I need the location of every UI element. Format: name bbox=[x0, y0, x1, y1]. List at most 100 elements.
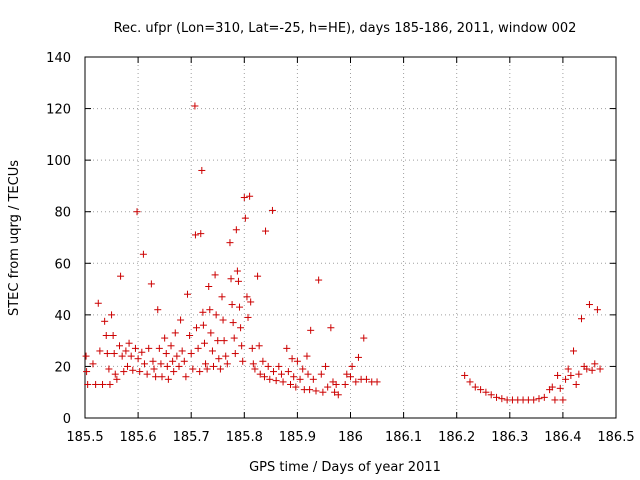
data-point bbox=[319, 388, 327, 396]
data-point bbox=[559, 396, 567, 404]
data-point bbox=[277, 370, 285, 378]
data-point bbox=[150, 365, 158, 373]
data-point bbox=[241, 214, 249, 222]
data-point bbox=[247, 298, 255, 306]
data-point bbox=[205, 282, 213, 290]
data-point bbox=[264, 362, 272, 370]
data-point bbox=[487, 391, 495, 399]
data-point bbox=[136, 368, 144, 376]
data-point bbox=[304, 370, 312, 378]
data-point bbox=[139, 250, 147, 258]
data-point bbox=[493, 393, 501, 401]
data-point bbox=[284, 368, 292, 376]
data-point bbox=[332, 380, 340, 388]
data-point bbox=[255, 342, 263, 350]
data-point bbox=[588, 366, 596, 374]
chart-title: Rec. ufpr (Lon=310, Lat=-25, h=HE), days… bbox=[114, 21, 577, 36]
data-point bbox=[234, 277, 242, 285]
y-tick-label: 120 bbox=[46, 103, 71, 118]
data-point bbox=[134, 355, 142, 363]
data-points bbox=[82, 102, 604, 404]
data-point bbox=[540, 393, 548, 401]
x-tick-label: 185.9 bbox=[279, 430, 316, 445]
data-point bbox=[583, 365, 591, 373]
data-point bbox=[103, 350, 111, 358]
data-point bbox=[149, 357, 157, 365]
data-point bbox=[94, 299, 102, 307]
x-tick-label: 186.3 bbox=[491, 430, 528, 445]
data-point bbox=[229, 319, 237, 327]
y-axis-tick-labels: 0 20 40 60 80 100 120 140 bbox=[46, 51, 71, 427]
data-point bbox=[203, 365, 211, 373]
grid-lines bbox=[85, 57, 616, 418]
data-point bbox=[182, 373, 190, 381]
data-point bbox=[482, 388, 490, 396]
data-point bbox=[562, 375, 570, 383]
data-point bbox=[317, 370, 325, 378]
data-point bbox=[256, 370, 264, 378]
data-point bbox=[109, 331, 117, 339]
data-point bbox=[306, 386, 314, 394]
data-point bbox=[196, 368, 204, 376]
data-point bbox=[232, 226, 240, 234]
data-point bbox=[207, 329, 215, 337]
data-point bbox=[554, 371, 562, 379]
data-point bbox=[206, 306, 214, 314]
data-point bbox=[260, 373, 268, 381]
data-point bbox=[199, 308, 207, 316]
data-point bbox=[327, 324, 335, 332]
data-point bbox=[228, 301, 236, 309]
data-point bbox=[218, 293, 226, 301]
data-point bbox=[551, 396, 559, 404]
data-point bbox=[178, 347, 186, 355]
data-point bbox=[171, 329, 179, 337]
data-point bbox=[219, 316, 227, 324]
data-point bbox=[164, 375, 172, 383]
data-point bbox=[354, 353, 362, 361]
x-tick-label: 185.6 bbox=[119, 430, 156, 445]
x-tick-label: 186.5 bbox=[597, 430, 634, 445]
x-axis-tick-labels: 185.5 185.6 185.7 185.8 185.9 186 186.1 186.2 18… bbox=[66, 430, 634, 445]
data-point bbox=[240, 194, 248, 202]
data-point bbox=[243, 293, 251, 301]
data-point bbox=[147, 280, 155, 288]
data-point bbox=[237, 324, 245, 332]
x-tick-label: 185.8 bbox=[226, 430, 263, 445]
data-point bbox=[175, 362, 183, 370]
data-point bbox=[191, 102, 199, 110]
data-point bbox=[127, 352, 135, 360]
data-point bbox=[556, 384, 564, 392]
data-point bbox=[315, 276, 323, 284]
data-point bbox=[145, 344, 153, 352]
data-point bbox=[275, 362, 283, 370]
data-point bbox=[173, 352, 181, 360]
data-point bbox=[322, 362, 330, 370]
data-point bbox=[84, 380, 92, 388]
data-point bbox=[268, 206, 276, 214]
data-point bbox=[254, 272, 262, 280]
data-point bbox=[591, 360, 599, 368]
data-point bbox=[163, 362, 171, 370]
data-point bbox=[186, 331, 194, 339]
data-point bbox=[360, 334, 368, 342]
data-point bbox=[120, 368, 128, 376]
x-tick-label: 185.7 bbox=[173, 430, 210, 445]
data-point bbox=[117, 272, 125, 280]
data-point bbox=[290, 373, 298, 381]
data-point bbox=[194, 344, 202, 352]
data-point bbox=[169, 357, 177, 365]
data-point bbox=[530, 396, 538, 404]
data-point bbox=[548, 383, 556, 391]
data-point bbox=[334, 391, 342, 399]
data-point bbox=[106, 380, 114, 388]
data-point bbox=[251, 365, 259, 373]
data-point bbox=[198, 166, 206, 174]
data-point bbox=[585, 301, 593, 309]
data-point bbox=[262, 227, 270, 235]
data-point bbox=[303, 352, 311, 360]
data-point bbox=[259, 357, 267, 365]
x-axis-label: GPS time / Days of year 2011 bbox=[249, 460, 441, 475]
y-tick-label: 60 bbox=[54, 257, 71, 272]
data-point bbox=[564, 365, 572, 373]
data-point bbox=[572, 380, 580, 388]
